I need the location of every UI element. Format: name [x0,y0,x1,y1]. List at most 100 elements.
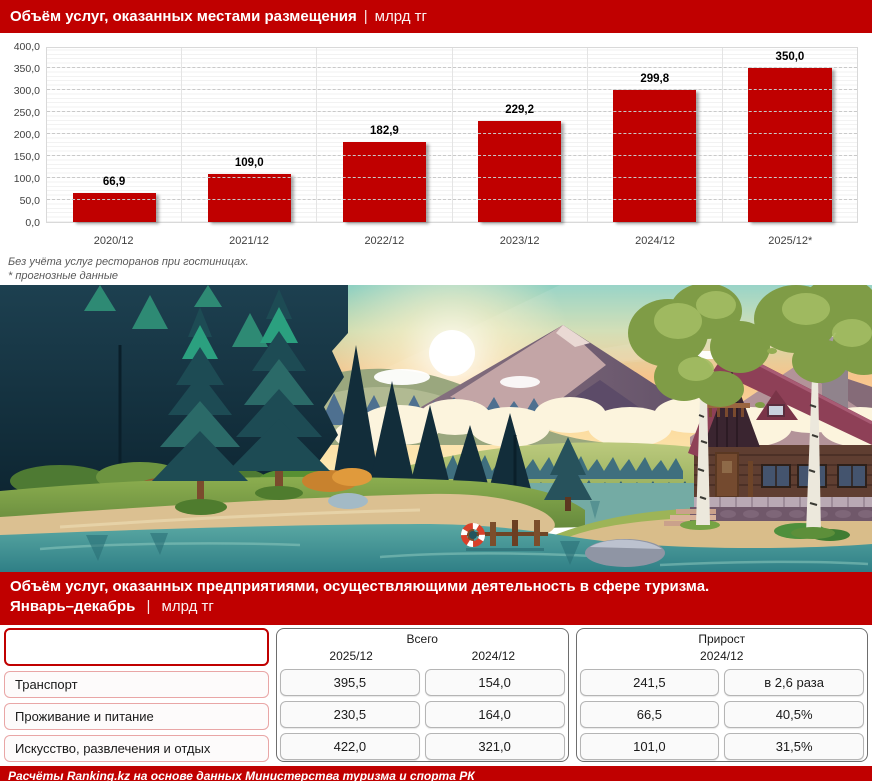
small-pine [544,437,592,511]
bar-slot: 350,0 [723,48,857,222]
x-tick-label: 2025/12* [768,235,813,247]
bar [748,68,832,222]
table-row: 101,0 31,5% [579,733,864,760]
table-cell: 154,0 [424,669,565,696]
data-table: Транспорт Проживание и питание Искусство, … [0,625,872,766]
title-separator: | [363,8,368,25]
forest-highlights [84,285,268,347]
table-row: 422,0 321,0 [280,733,565,760]
footnote-1: Без учёта услуг ресторанов при гостиница… [8,256,249,268]
bar-chart: 0,0 50,0 100,0 150,0 200,0 250,0 300,0 350,0 400… [0,33,872,252]
x-tick-label: 2021/12 [229,235,269,247]
major-gridline [47,133,857,134]
y-tick-label: 250,0 [13,107,40,119]
group-title: Всего [406,632,438,646]
y-tick-label: 100,0 [13,173,40,185]
table-cell: 241,5 [579,669,720,696]
bar-slot: 66,9 [47,48,183,222]
y-tick-label: 0,0 [25,217,40,229]
chart-footnotes: Без учёта услуг ресторанов при гостиница… [0,252,872,285]
plot-area: 66,9 109,0 182,9 229,2 299,8 350,0 [46,47,858,223]
y-tick-label: 50,0 [19,195,40,207]
bar-value-label: 109,0 [234,157,264,170]
group-total: Всего 2025/12 2024/12 395,5 154,0 230,5 164,0 4… [276,628,569,762]
footnote-2: * прогнозные данные [8,270,119,282]
bar-slot: 109,0 [182,48,318,222]
bar-value-label: 229,2 [505,104,534,117]
cabin-roof [713,347,872,445]
y-axis: 0,0 50,0 100,0 150,0 200,0 250,0 300,0 350,0 400… [0,41,40,229]
birch-tree [628,285,770,525]
porch-post [748,461,753,503]
y-tick-label: 350,0 [13,63,40,75]
major-gridline [47,155,857,156]
table-period: Январь–декабрь [10,598,136,615]
table-row: 241,5 в 2,6 раза [579,669,864,696]
source-text: Расчёты Ranking.kz на основе данных Мини… [8,769,475,781]
table-row: 395,5 154,0 [280,669,565,696]
table-row: 230,5 164,0 [280,701,565,728]
column-header: 2024/12 [471,649,516,663]
y-tick-label: 200,0 [13,129,40,141]
y-tick-label: 150,0 [13,151,40,163]
pine-tree [228,289,330,500]
table-cell: 321,0 [424,733,565,760]
mountain-snow [556,325,590,347]
sand-streak [59,508,421,529]
bar-slot: 229,2 [453,48,588,222]
table-cell: 395,5 [280,669,420,696]
rock-small [328,493,368,509]
bar [207,174,291,222]
title-separator: | [146,598,151,615]
group-growth: Прирост 2024/12 241,5 в 2,6 раза 66,5 40,5% 10… [575,628,868,762]
birch-tree [754,285,872,539]
major-gridline [47,177,857,178]
x-tick-label: 2020/12 [93,235,134,247]
x-tick-label: 2024/12 [635,235,675,247]
orange-bush [302,468,372,492]
lifebuoy [461,523,485,547]
y-tick-label: 300,0 [13,85,40,97]
source-footer: Расчёты Ranking.kz на основе данных Мини… [0,766,872,781]
bar-slot: 299,8 [588,48,723,222]
bar [613,90,697,222]
bar [342,141,427,222]
group-header: Всего 2025/12 2024/12 [280,631,565,664]
table-cell: 101,0 [579,733,720,760]
sun [429,330,475,376]
bar-value-label: 350,0 [775,51,805,63]
falling-leaf [767,348,777,354]
row-label: Искусство, развлечения и отдых [4,735,269,762]
table-cell: 40,5% [724,701,864,728]
bar [72,192,156,222]
column-header: 2024/12 [700,649,744,663]
table-cell: 230,5 [280,701,420,728]
group-title: Прирост [698,632,746,646]
x-tick-label: 2023/12 [499,235,540,247]
x-axis: 2020/12 2021/12 2022/12 2023/12 2024/12 2025/… [46,229,858,247]
table-cell: 422,0 [280,733,420,760]
chart-title-bar: Объём услуг, оказанных местами размещени… [0,0,872,33]
column-header: 2025/12 [329,649,373,663]
table-cell: 164,0 [424,701,565,728]
major-gridline [47,89,857,90]
major-gridline [47,111,857,112]
cloud [500,376,540,388]
mountain-lit-face [450,325,606,421]
hill-conifers [430,455,683,479]
table-unit: млрд тг [161,598,214,615]
table-cell: в 2,6 раза [724,669,864,696]
rock-highlight [590,539,662,549]
nature-illustration [0,285,872,572]
bar-slot: 182,9 [317,48,453,222]
y-tick-label: 400,0 [13,41,40,53]
table-title: Объём услуг, оказанных предприятиями, ос… [10,578,710,595]
x-tick-label: 2022/12 [364,235,405,247]
major-gridline [47,67,857,68]
chart-unit: млрд тг [374,8,427,25]
cabin-door [715,452,739,498]
forest-pines [332,345,534,500]
label-column-header [4,628,269,666]
row-label: Проживание и питание [4,703,269,730]
